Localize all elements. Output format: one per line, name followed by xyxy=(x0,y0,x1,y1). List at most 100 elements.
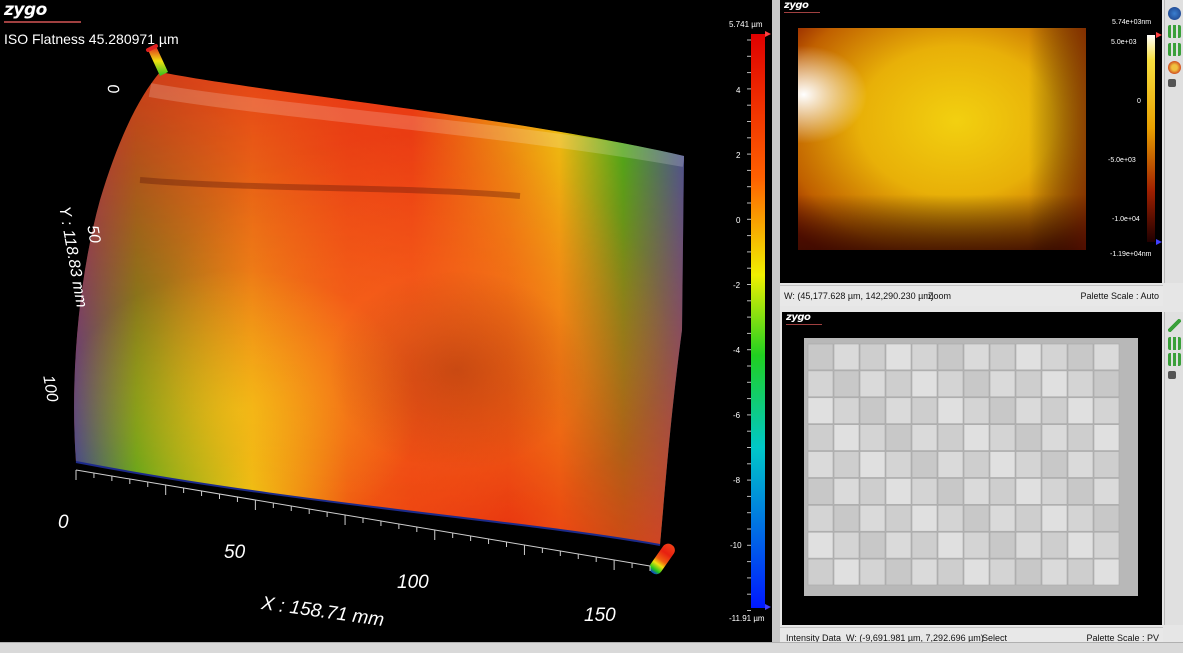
stitch-tile xyxy=(911,424,938,451)
stitch-tile xyxy=(937,451,964,478)
stitch-tile xyxy=(989,531,1016,559)
stitch-tile xyxy=(911,558,938,586)
stitch-tile xyxy=(1015,343,1042,371)
stitch-tile xyxy=(963,370,990,398)
stitch-tile xyxy=(989,558,1016,586)
stitch-tile xyxy=(963,531,990,559)
palette-icon[interactable] xyxy=(1168,61,1181,74)
data-type-label: Intensity Data xyxy=(786,633,842,643)
stitch-tile xyxy=(833,558,860,586)
surface-plot-svg[interactable] xyxy=(0,0,772,642)
surface-2d-view[interactable]: zygo xyxy=(780,0,1162,283)
x-axis xyxy=(75,469,651,571)
stitch-tile xyxy=(1015,397,1042,424)
palette-scale-label[interactable]: Palette Scale : PV xyxy=(1086,633,1159,643)
stitch-tile xyxy=(885,505,912,532)
stitch-tile xyxy=(1015,478,1042,505)
stitch-tile xyxy=(963,451,990,478)
grid-icon[interactable] xyxy=(1168,337,1181,350)
stitch-tile xyxy=(807,478,834,505)
stitch-tile xyxy=(1015,424,1042,451)
stitch-tile xyxy=(1015,531,1042,559)
stitch-tile xyxy=(833,343,860,371)
stitch-tile xyxy=(911,343,938,371)
colorbar-max-label: 5.74e+03nm xyxy=(1112,19,1152,26)
colorbar-min-label: -11.91 µm xyxy=(729,614,765,623)
surface-3d-view[interactable]: zygo ISO Flatness 45.280971 µm xyxy=(0,0,772,642)
stitch-tile xyxy=(989,343,1016,371)
colorbar-tick: 0 xyxy=(1137,98,1141,105)
stitch-tile xyxy=(1093,558,1120,586)
stitch-tile xyxy=(1093,370,1120,398)
height-map-svg[interactable] xyxy=(780,0,1162,283)
palette-scale-label[interactable]: Palette Scale : Auto xyxy=(1080,291,1159,301)
stitch-tile-grid xyxy=(807,343,1120,586)
stitch-tile xyxy=(1041,451,1068,478)
stitch-tile xyxy=(807,424,834,451)
stitch-tile xyxy=(807,558,834,586)
grid-icon[interactable] xyxy=(1168,25,1181,38)
globe-icon[interactable] xyxy=(1168,7,1181,20)
stitch-tile xyxy=(1041,505,1068,532)
stitch-tile xyxy=(885,531,912,559)
stitch-tile xyxy=(807,451,834,478)
corner-marker-top xyxy=(148,46,168,76)
colorbar-tick: -5.0e+03 xyxy=(1108,157,1136,164)
intensity-view[interactable]: zygo xyxy=(782,312,1162,625)
colorbar-max-marker[interactable] xyxy=(765,31,771,37)
colorbar-min-marker[interactable] xyxy=(1156,239,1162,245)
stitch-tile xyxy=(885,397,912,424)
stitch-tile xyxy=(859,343,886,371)
stitch-tile xyxy=(1041,531,1068,559)
stitch-tile xyxy=(1093,424,1120,451)
stitch-tile xyxy=(885,370,912,398)
x-tick-100: 100 xyxy=(397,572,429,593)
stitch-tile xyxy=(807,397,834,424)
colorbar-tick: -8 xyxy=(733,476,741,485)
intensity-image-svg[interactable] xyxy=(782,312,1162,625)
stitch-tile xyxy=(963,558,990,586)
expand-icon[interactable] xyxy=(1168,79,1176,87)
y-tick-50: 50 xyxy=(83,224,104,245)
pane-splitter[interactable] xyxy=(772,0,780,652)
corner-marker-cap xyxy=(146,44,158,52)
height-colorbar xyxy=(751,34,765,608)
stitch-tile xyxy=(911,451,938,478)
colorbar-max-marker[interactable] xyxy=(1156,32,1162,38)
surface-front-edge xyxy=(75,461,661,546)
colorbar-tick: -1.0e+04 xyxy=(1112,216,1140,223)
grid-icon[interactable] xyxy=(1168,353,1181,366)
stitch-tile xyxy=(1067,397,1094,424)
x-tick-150: 150 xyxy=(584,605,616,626)
stitch-tile xyxy=(937,343,964,371)
colorbar-min-marker[interactable] xyxy=(765,604,771,610)
colorbar-tick: -4 xyxy=(733,346,741,355)
colorbar-tick: -2 xyxy=(733,281,741,290)
stitch-tile xyxy=(937,558,964,586)
stitch-tile xyxy=(1067,478,1094,505)
check-icon[interactable] xyxy=(1168,319,1181,332)
stitch-tile xyxy=(937,478,964,505)
stitch-tile xyxy=(911,370,938,398)
stitch-tile xyxy=(859,451,886,478)
zygo-logo: zygo xyxy=(786,312,811,323)
stitch-tile xyxy=(1041,343,1068,371)
colorbar-tick: -10 xyxy=(730,541,742,550)
stitch-tile xyxy=(937,505,964,532)
stitch-tile xyxy=(1015,558,1042,586)
grid-icon[interactable] xyxy=(1168,43,1181,56)
logo-underline xyxy=(4,21,81,23)
colorbar-tick: 2 xyxy=(736,151,741,160)
stitch-tile xyxy=(937,424,964,451)
colorbar-tick: 5.0e+03 xyxy=(1111,39,1137,46)
stitch-tile xyxy=(1041,558,1068,586)
colorbar-min-label: -1.19e+04nm xyxy=(1110,251,1152,258)
expand-icon[interactable] xyxy=(1168,371,1176,379)
stitch-tile xyxy=(911,478,938,505)
stitch-tile xyxy=(885,478,912,505)
stitch-tile xyxy=(833,478,860,505)
stitch-tile xyxy=(859,505,886,532)
stitch-tile xyxy=(885,451,912,478)
stitch-tile xyxy=(1041,478,1068,505)
zygo-logo: zygo xyxy=(4,0,47,20)
